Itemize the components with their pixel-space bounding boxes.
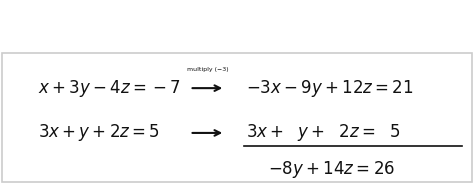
Text: $3x+\ \ y+\ \ 2z=\ \ 5$: $3x+\ \ y+\ \ 2z=\ \ 5$ — [246, 122, 401, 143]
Text: $x+3y-4z=-7$: $x+3y-4z=-7$ — [38, 78, 181, 99]
FancyBboxPatch shape — [2, 53, 472, 182]
Text: multiply (−3): multiply (−3) — [187, 67, 228, 72]
Text: $-3x-9y+12z=21$: $-3x-9y+12z=21$ — [246, 78, 414, 99]
Text: Solve The Linear Equation In Two Or Three Variables: Solve The Linear Equation In Two Or Thre… — [0, 17, 474, 35]
Text: $3x+y+2z=5$: $3x+y+2z=5$ — [38, 122, 160, 143]
Text: $-8y+14z=26$: $-8y+14z=26$ — [268, 159, 395, 180]
